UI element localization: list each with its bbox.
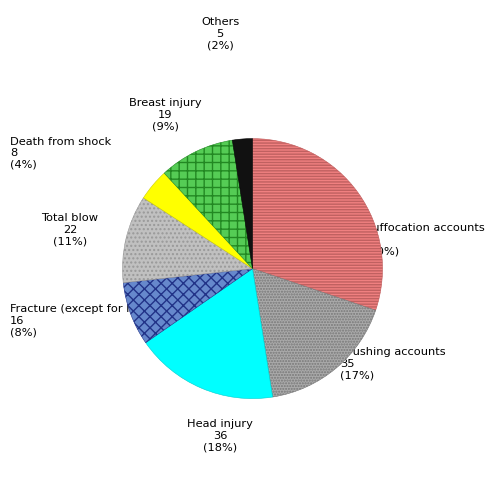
Text: Head injury
36
(18%): Head injury 36 (18%) (187, 419, 253, 453)
Wedge shape (252, 138, 382, 310)
Text: Death from shock
8
(4%): Death from shock 8 (4%) (10, 137, 111, 170)
Text: Fracture (except for head)
16
(8%): Fracture (except for head) 16 (8%) (10, 304, 159, 338)
Text: Crushing accounts
35
(17%): Crushing accounts 35 (17%) (340, 347, 446, 381)
Text: Breast injury
19
(9%): Breast injury 19 (9%) (128, 98, 202, 132)
Text: Suffocation accounts
61
(30%): Suffocation accounts 61 (30%) (365, 223, 485, 256)
Wedge shape (232, 138, 252, 269)
Text: Others
5
(2%): Others 5 (2%) (201, 17, 239, 50)
Wedge shape (146, 269, 272, 399)
Wedge shape (164, 140, 252, 269)
Wedge shape (124, 269, 252, 342)
Wedge shape (252, 269, 376, 397)
Wedge shape (144, 173, 252, 269)
Wedge shape (122, 198, 252, 283)
Text: Total blow
22
(11%): Total blow 22 (11%) (42, 213, 98, 247)
